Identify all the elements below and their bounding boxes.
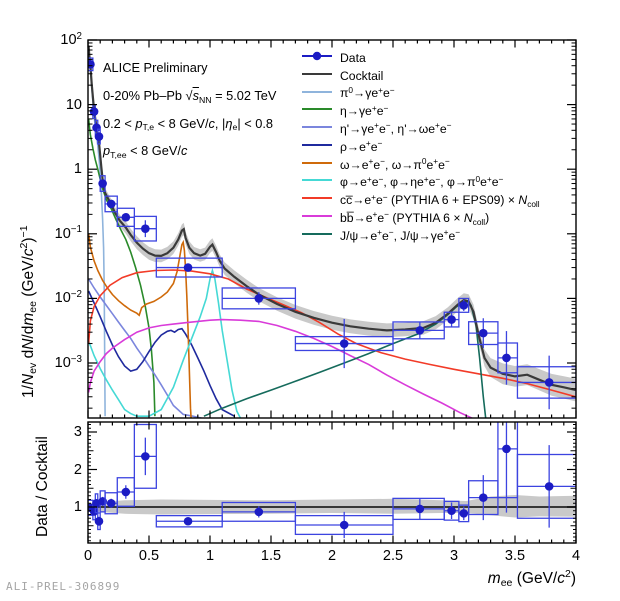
data-point-marker [106, 199, 116, 209]
legend-swatch-data-marker-icon [301, 49, 333, 67]
series-phi [88, 267, 242, 418]
data-point-marker [254, 294, 264, 303]
series-etaprime [88, 278, 202, 418]
ratio-point-marker [415, 504, 425, 514]
legend-label: ρ→e+e− [340, 138, 383, 154]
data-point-marker [121, 213, 131, 222]
legend-label: Cocktail [340, 68, 384, 83]
legend-swatch-ccbar-line-icon [301, 191, 333, 209]
legend-item-pi0: π0→γe+e− [301, 85, 540, 103]
data-point-marker [339, 339, 349, 348]
legend-item-jpsi: J/ψ→e+e−, J/ψ→γe+e− [301, 227, 540, 245]
ratio-point-marker [447, 506, 456, 516]
legend-item-bbbar: bb̅→e+e− (PYTHIA 6 × Ncoll) [301, 209, 540, 227]
ratio-point-marker [94, 516, 104, 526]
data-point-marker [415, 326, 425, 335]
legend-swatch-jpsi-line-icon [301, 227, 333, 245]
series-bbbar [88, 318, 473, 418]
legend-label: bb̅→e+e− (PYTHIA 6 × Ncoll) [340, 209, 490, 227]
legend-item-rho: ρ→e+e− [301, 138, 540, 156]
legend-label: η'→γe+e−, η'→ωe+e− [340, 120, 452, 136]
legend-swatch-etaprime-line-icon [301, 120, 333, 138]
series-eta [88, 118, 156, 417]
legend-label: ω→e+e−, ω→π0e+e− [340, 156, 450, 172]
legend-swatch-pi0-line-icon [301, 85, 333, 103]
data-point-marker [92, 123, 101, 132]
annotations-block: ALICE Preliminary 0-20% Pb–Pb √sNN = 5.02… [103, 60, 277, 173]
ratio-point-marker [106, 498, 116, 508]
annotation-line-1: ALICE Preliminary [103, 60, 208, 75]
data-point-marker [447, 315, 456, 324]
series-omega [88, 233, 192, 418]
ratio-point-marker [544, 482, 554, 491]
legend-label: cc̅→e+e− (PYTHIA 6 + EPS09) × Ncoll [340, 191, 540, 209]
legend-label: η→γe+e− [340, 102, 389, 119]
data-point-marker [544, 378, 554, 387]
data-point-marker [459, 301, 469, 310]
legend-item-ccbar: cc̅→e+e− (PYTHIA 6 + EPS09) × Ncoll [301, 191, 540, 209]
legend-swatch-cocktail-line-icon [301, 67, 333, 85]
data-point-marker [183, 263, 193, 272]
legend-item-omega: ω→e+e−, ω→π0e+e− [301, 156, 540, 174]
legend-item-data: Data [301, 49, 540, 67]
annotation-line-2: 0-20% Pb–Pb √sNN = 5.02 TeV [103, 87, 277, 105]
legend-label: J/ψ→e+e−, J/ψ→γe+e− [340, 227, 461, 243]
ratio-point-marker [183, 516, 193, 526]
annotation-line-3: 0.2 < pT,e < 8 GeV/c, |ηe| < 0.8 [103, 115, 274, 133]
data-point-marker [141, 224, 150, 233]
data-point-marker [502, 353, 511, 363]
y-axis-title-ratio: Data / Cocktail [34, 436, 51, 537]
ratio-point-marker [141, 452, 150, 461]
ratio-panel [88, 422, 576, 539]
legend-swatch-phi-line-icon [301, 173, 333, 191]
legend-swatch-eta-line-icon [301, 102, 333, 120]
legend-swatch-rho-line-icon [301, 138, 333, 156]
series-ccbar [88, 269, 576, 398]
watermark: ALI-PREL-306899 [6, 580, 121, 593]
ratio-point-marker [459, 509, 469, 518]
main-panel [88, 42, 576, 418]
legend-swatch-omega-line-icon [301, 156, 333, 174]
data-point-marker [98, 179, 107, 188]
legend-label: φ→e+e−, φ→ηe+e−, φ→π0e+e− [340, 173, 504, 190]
ratio-point-marker [502, 444, 511, 454]
legend-label: Data [340, 50, 366, 65]
legend-item-etaprime: η'→γe+e−, η'→ωe+e− [301, 120, 540, 138]
legend: Data Cocktail π0→γe+e− η→γe+e− η'→γe+e−, η'→… [301, 49, 540, 245]
data-point-marker [94, 132, 104, 141]
legend-item-eta: η→γe+e− [301, 102, 540, 120]
x-axis-title: mee (GeV/c2) [487, 568, 576, 590]
legend-label: π0→γe+e− [340, 84, 395, 101]
ratio-point-marker [478, 493, 488, 502]
data-point-marker [88, 60, 95, 69]
data-point-marker [89, 107, 99, 116]
ratio-point-marker [339, 520, 349, 530]
ratio-point-marker [254, 507, 264, 517]
legend-item-cocktail: Cocktail [301, 67, 540, 85]
data-point-marker [478, 328, 488, 338]
ratio-point-marker [89, 507, 99, 516]
legend-item-phi: φ→e+e−, φ→ηe+e−, φ→π0e+e− [301, 174, 540, 192]
annotation-line-4: pT,ee < 8 GeV/c [103, 143, 188, 161]
series-cocktail [88, 45, 576, 392]
legend-swatch-bbbar-line-icon [301, 209, 333, 227]
ratio-point-marker [121, 487, 131, 497]
y-axis-title-main: 1/Nev dN/dmee (GeV/c2)−1 [18, 225, 40, 398]
